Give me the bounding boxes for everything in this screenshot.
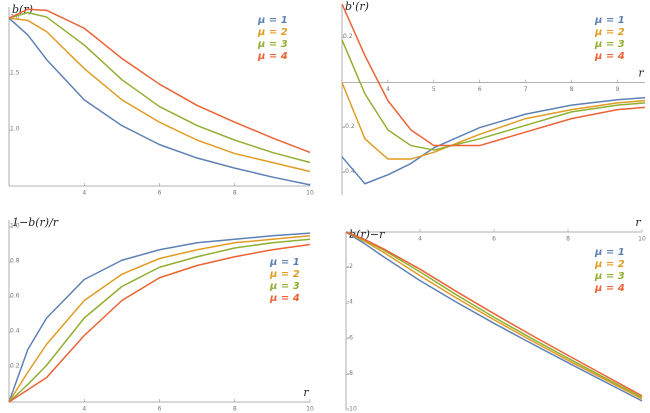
x-tick-label: 6: [158, 406, 162, 413]
series-line: [341, 3, 646, 147]
series-line: [341, 96, 646, 185]
series-line: [341, 39, 646, 151]
y-tick-label: -8: [347, 370, 353, 377]
y-tick-label: -2: [347, 263, 353, 270]
series-line: [341, 82, 646, 160]
legend-label: μ = 3: [594, 39, 625, 50]
x-tick-label: 4: [82, 190, 86, 197]
series-line: [8, 17, 311, 173]
y-tick-label: -0.4: [343, 168, 355, 175]
series-line: [8, 238, 311, 403]
x-tick-label: 6: [158, 190, 162, 197]
y-tick-label: -0.2: [343, 123, 355, 130]
legend-label: μ = 4: [257, 51, 288, 62]
series-line: [345, 231, 643, 397]
x-tick-label: 8: [233, 190, 237, 197]
x-tick-label: 9: [616, 86, 620, 93]
series-line: [8, 243, 311, 403]
y-axis-label: b(r)−r: [349, 228, 385, 241]
y-tick-label: 0.8: [10, 258, 20, 265]
legend-label: μ = 2: [594, 27, 625, 38]
series-line: [8, 17, 311, 186]
series-line: [8, 235, 311, 403]
legend-label: μ = 2: [269, 269, 300, 280]
x-tick-label: 6: [492, 236, 496, 243]
y-tick-label: 0.4: [10, 328, 20, 335]
legend-label: μ = 1: [257, 15, 288, 26]
x-tick-label: 4: [82, 406, 86, 413]
x-tick-label: 8: [233, 406, 237, 413]
y-tick-label: -4: [347, 299, 353, 306]
x-tick-label: 6: [478, 86, 482, 93]
y-tick-label: 0.2: [343, 33, 353, 40]
x-tick-label: 8: [570, 86, 574, 93]
legend-label: μ = 1: [269, 257, 300, 268]
legend-label: μ = 4: [269, 293, 300, 304]
x-axis-label: r: [638, 67, 644, 80]
x-axis-label: r: [303, 386, 309, 399]
legend-label: μ = 1: [594, 15, 625, 26]
legend-label: μ = 2: [594, 259, 625, 270]
series-line: [8, 8, 311, 154]
x-tick-label: 8: [566, 236, 570, 243]
x-tick-label: 10: [306, 190, 314, 197]
legend-label: μ = 4: [594, 51, 625, 62]
y-tick-label: 1.0: [10, 223, 20, 230]
x-tick-label: 5: [432, 86, 436, 93]
y-tick-label: 1.5: [10, 70, 20, 77]
legend-label: μ = 3: [269, 281, 300, 292]
series-line: [8, 11, 311, 164]
legend-label: μ = 1: [594, 247, 625, 258]
x-tick-label: 4: [386, 86, 390, 93]
x-tick-label: 10: [638, 236, 646, 243]
x-tick-label: 4: [418, 236, 422, 243]
x-tick-label: 7: [524, 86, 528, 93]
x-axis-label: r: [635, 216, 641, 229]
series-line: [8, 232, 311, 403]
y-axis-label: b'(r): [345, 0, 369, 13]
series-line: [345, 231, 643, 400]
y-tick-label: -10: [347, 406, 357, 413]
y-tick-label: 0.6: [10, 293, 20, 300]
y-tick-label: 1.0: [10, 126, 20, 133]
legend-label: μ = 3: [257, 39, 288, 50]
series-line: [345, 231, 643, 402]
y-tick-label: -6: [347, 334, 353, 341]
legend-label: μ = 4: [594, 283, 625, 294]
y-tick-label: 0.2: [10, 363, 20, 370]
y-axis-label: 1−b(r)/r: [12, 216, 59, 229]
legend-label: μ = 2: [257, 27, 288, 38]
x-tick-label: 10: [306, 406, 314, 413]
legend-label: μ = 3: [594, 271, 625, 282]
